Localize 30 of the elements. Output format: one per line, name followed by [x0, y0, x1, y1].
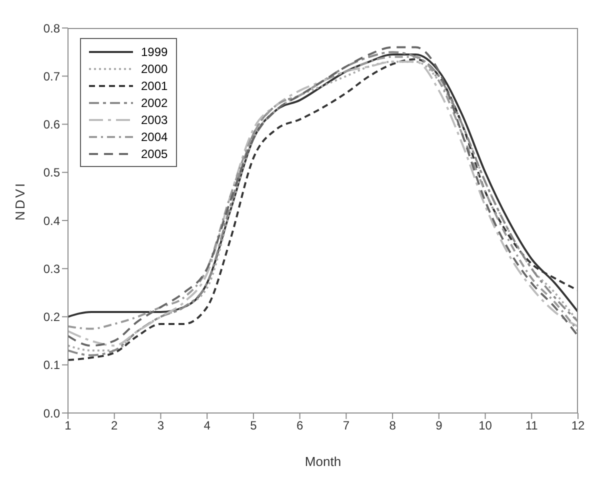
x-tick-label: 7 [342, 418, 350, 433]
y-tick-label: 0.1 [43, 358, 60, 372]
x-tick-label: 8 [389, 418, 396, 433]
x-tick-label: 1 [64, 418, 72, 433]
y-tick-label: 0.2 [43, 310, 60, 324]
x-tick-label: 12 [571, 418, 585, 433]
x-axis-title: Month [304, 454, 342, 469]
legend-label: 2002 [141, 96, 168, 110]
x-tick-label: 11 [525, 418, 538, 433]
legend-label: 2000 [141, 62, 168, 76]
y-tick-label: 0.4 [43, 214, 60, 228]
legend-label: 2004 [141, 130, 168, 144]
y-tick-label: 0.6 [43, 118, 60, 132]
y-tick-label: 0.0 [43, 406, 60, 420]
y-tick-label: 0.3 [43, 262, 60, 276]
x-tick-label: 3 [157, 418, 164, 433]
x-tick-label: 4 [204, 418, 211, 433]
legend-label: 1999 [141, 44, 168, 58]
y-tick-label: 0.7 [43, 69, 60, 84]
x-tick-label: 10 [478, 418, 492, 433]
legend-label: 2003 [141, 112, 168, 126]
y-axis-title: NDVI [12, 181, 28, 220]
legend-label: 2001 [141, 78, 168, 92]
x-tick-label: 6 [296, 418, 304, 433]
x-tick-label: 5 [250, 418, 258, 433]
y-tick-label: 0.5 [43, 166, 60, 180]
legend-label: 2005 [141, 146, 168, 160]
x-tick-label: 2 [111, 418, 118, 433]
x-tick-label: 9 [436, 418, 443, 433]
y-tick-label: 0.8 [43, 21, 60, 36]
